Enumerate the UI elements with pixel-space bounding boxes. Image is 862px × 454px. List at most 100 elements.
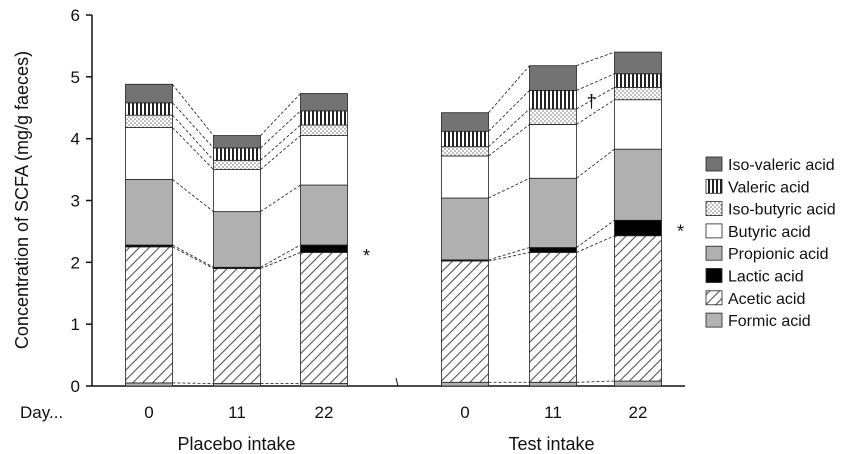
axis-break-mark xyxy=(395,377,399,387)
connector-butyric-acid xyxy=(488,124,530,157)
legend-label-butyric-acid: Butyric acid xyxy=(728,224,811,241)
x-tick-label: 11 xyxy=(228,403,246,422)
connector-butyric-acid xyxy=(576,99,615,125)
y-tick-label: 1 xyxy=(71,315,80,334)
bar-segment-formic-acid xyxy=(529,381,577,387)
y-tick-label: 0 xyxy=(71,377,80,396)
bar-segment-butyric-acid xyxy=(125,127,173,180)
connector-formic-acid xyxy=(172,382,214,384)
bar-segment-iso-butyric-acid xyxy=(529,108,577,125)
connector-propionic-acid xyxy=(576,148,615,179)
bar-segment-formic-acid xyxy=(614,380,662,387)
x-tick-label: 0 xyxy=(144,403,153,422)
legend-swatch-valeric-acid xyxy=(705,178,723,194)
connector-iso-butyric-acid xyxy=(576,86,615,110)
bar-segment-iso-butyric-acid xyxy=(300,124,348,136)
legend-swatch-iso-butyric-acid xyxy=(705,201,723,217)
bar-segment-lactic-acid xyxy=(300,244,348,253)
bar-segment-valeric-acid xyxy=(441,130,489,148)
axes xyxy=(91,15,685,387)
legend-swatch-iso-valeric-acid xyxy=(705,156,723,172)
bar-segment-iso-valeric-acid xyxy=(125,83,173,104)
connector-iso-valeric-acid xyxy=(576,51,615,67)
connector-iso-valeric-acid xyxy=(172,83,214,136)
connector-acetic-acid xyxy=(260,252,301,269)
connector-iso-valeric-acid xyxy=(488,65,530,113)
connector-propionic-acid xyxy=(260,184,301,213)
bar-segment-iso-butyric-acid xyxy=(614,86,662,101)
legend-label-iso-valeric-acid: Iso-valeric acid xyxy=(728,157,835,174)
bar-segment-butyric-acid xyxy=(614,99,662,150)
bar-segment-iso-butyric-acid xyxy=(441,146,489,157)
annotations: * * † xyxy=(363,92,684,267)
bar-segment-valeric-acid xyxy=(614,73,662,88)
connector-iso-butyric-acid xyxy=(488,108,530,148)
connector-lactic-acid xyxy=(488,247,530,261)
connector-iso-butyric-acid xyxy=(260,124,301,161)
y-ticks: 0 1 2 3 4 5 6 xyxy=(71,6,92,396)
y-tick-label: 5 xyxy=(71,68,80,87)
legend-swatch-formic-acid xyxy=(705,312,723,328)
bar-segment-formic-acid xyxy=(441,381,489,387)
dagger-marker: † xyxy=(586,92,596,112)
x-tick-label: 0 xyxy=(460,403,469,422)
y-axis-title: Concentration of SCFA (mg/g faeces) xyxy=(12,51,32,349)
connector-butyric-acid xyxy=(260,135,301,170)
bar-segment-butyric-acid xyxy=(213,169,261,213)
significance-asterisk: * xyxy=(677,221,684,241)
legend-label-valeric-acid: Valeric acid xyxy=(728,179,810,196)
connector-acetic-acid xyxy=(576,235,615,253)
bars xyxy=(125,51,662,387)
legend-label-propionic-acid: Propionic acid xyxy=(728,246,829,263)
bar-segment-propionic-acid xyxy=(125,179,173,246)
bar-segment-iso-butyric-acid xyxy=(125,114,173,128)
connector-formic-acid xyxy=(576,380,615,383)
x-prefix-label: Day... xyxy=(20,403,63,422)
bar-segment-acetic-acid xyxy=(125,246,173,384)
connector-lines xyxy=(172,51,615,384)
bar-segment-valeric-acid xyxy=(300,110,348,126)
connector-valeric-acid xyxy=(576,73,615,91)
legend-swatch-lactic-acid xyxy=(705,268,723,283)
bar-segment-iso-valeric-acid xyxy=(300,93,348,112)
legend-swatch-acetic-acid xyxy=(705,290,723,306)
y-tick-label: 3 xyxy=(71,192,80,211)
bar-segment-iso-valeric-acid xyxy=(213,135,261,149)
connector-lactic-acid xyxy=(172,244,214,268)
bar-segment-iso-butyric-acid xyxy=(213,159,261,170)
legend-swatch-butyric-acid xyxy=(705,223,723,239)
connector-propionic-acid xyxy=(172,179,214,212)
bar-segment-butyric-acid xyxy=(300,135,348,186)
bar-segment-valeric-acid xyxy=(125,102,173,116)
connector-lactic-acid xyxy=(260,244,301,268)
x-tick-label: 22 xyxy=(315,403,334,422)
bar-segment-propionic-acid xyxy=(529,177,577,248)
legend-label-iso-butyric-acid: Iso-butyric acid xyxy=(728,202,836,219)
connector-acetic-acid xyxy=(488,251,530,262)
significance-asterisk: * xyxy=(363,246,370,266)
bar-segment-acetic-acid xyxy=(529,252,577,383)
bar-segment-propionic-acid xyxy=(614,148,662,221)
group-label: Test intake xyxy=(508,434,594,454)
connector-valeric-acid xyxy=(260,110,301,149)
bar-segment-acetic-acid xyxy=(213,268,261,384)
bar-segment-valeric-acid xyxy=(213,147,261,161)
bar-segment-butyric-acid xyxy=(441,155,489,199)
connector-iso-butyric-acid xyxy=(172,114,214,161)
y-tick-label: 6 xyxy=(71,6,80,25)
y-tick-label: 4 xyxy=(71,130,80,149)
y-tick-label: 2 xyxy=(71,253,80,272)
connector-valeric-acid xyxy=(172,102,214,149)
legend: Iso-valeric acid Valeric acid Iso-butyric … xyxy=(705,156,836,330)
legend-label-formic-acid: Formic acid xyxy=(728,313,811,330)
group-labels: Placebo intake Test intake xyxy=(177,434,594,454)
bar-segment-lactic-acid xyxy=(614,219,662,237)
bar-segment-iso-valeric-acid xyxy=(441,112,489,132)
bar-segment-acetic-acid xyxy=(614,235,662,382)
bar-segment-propionic-acid xyxy=(213,211,261,268)
bar-segment-propionic-acid xyxy=(441,197,489,261)
group-label: Placebo intake xyxy=(177,434,295,454)
x-tick-label: 22 xyxy=(629,403,648,422)
connector-acetic-acid xyxy=(172,246,214,269)
